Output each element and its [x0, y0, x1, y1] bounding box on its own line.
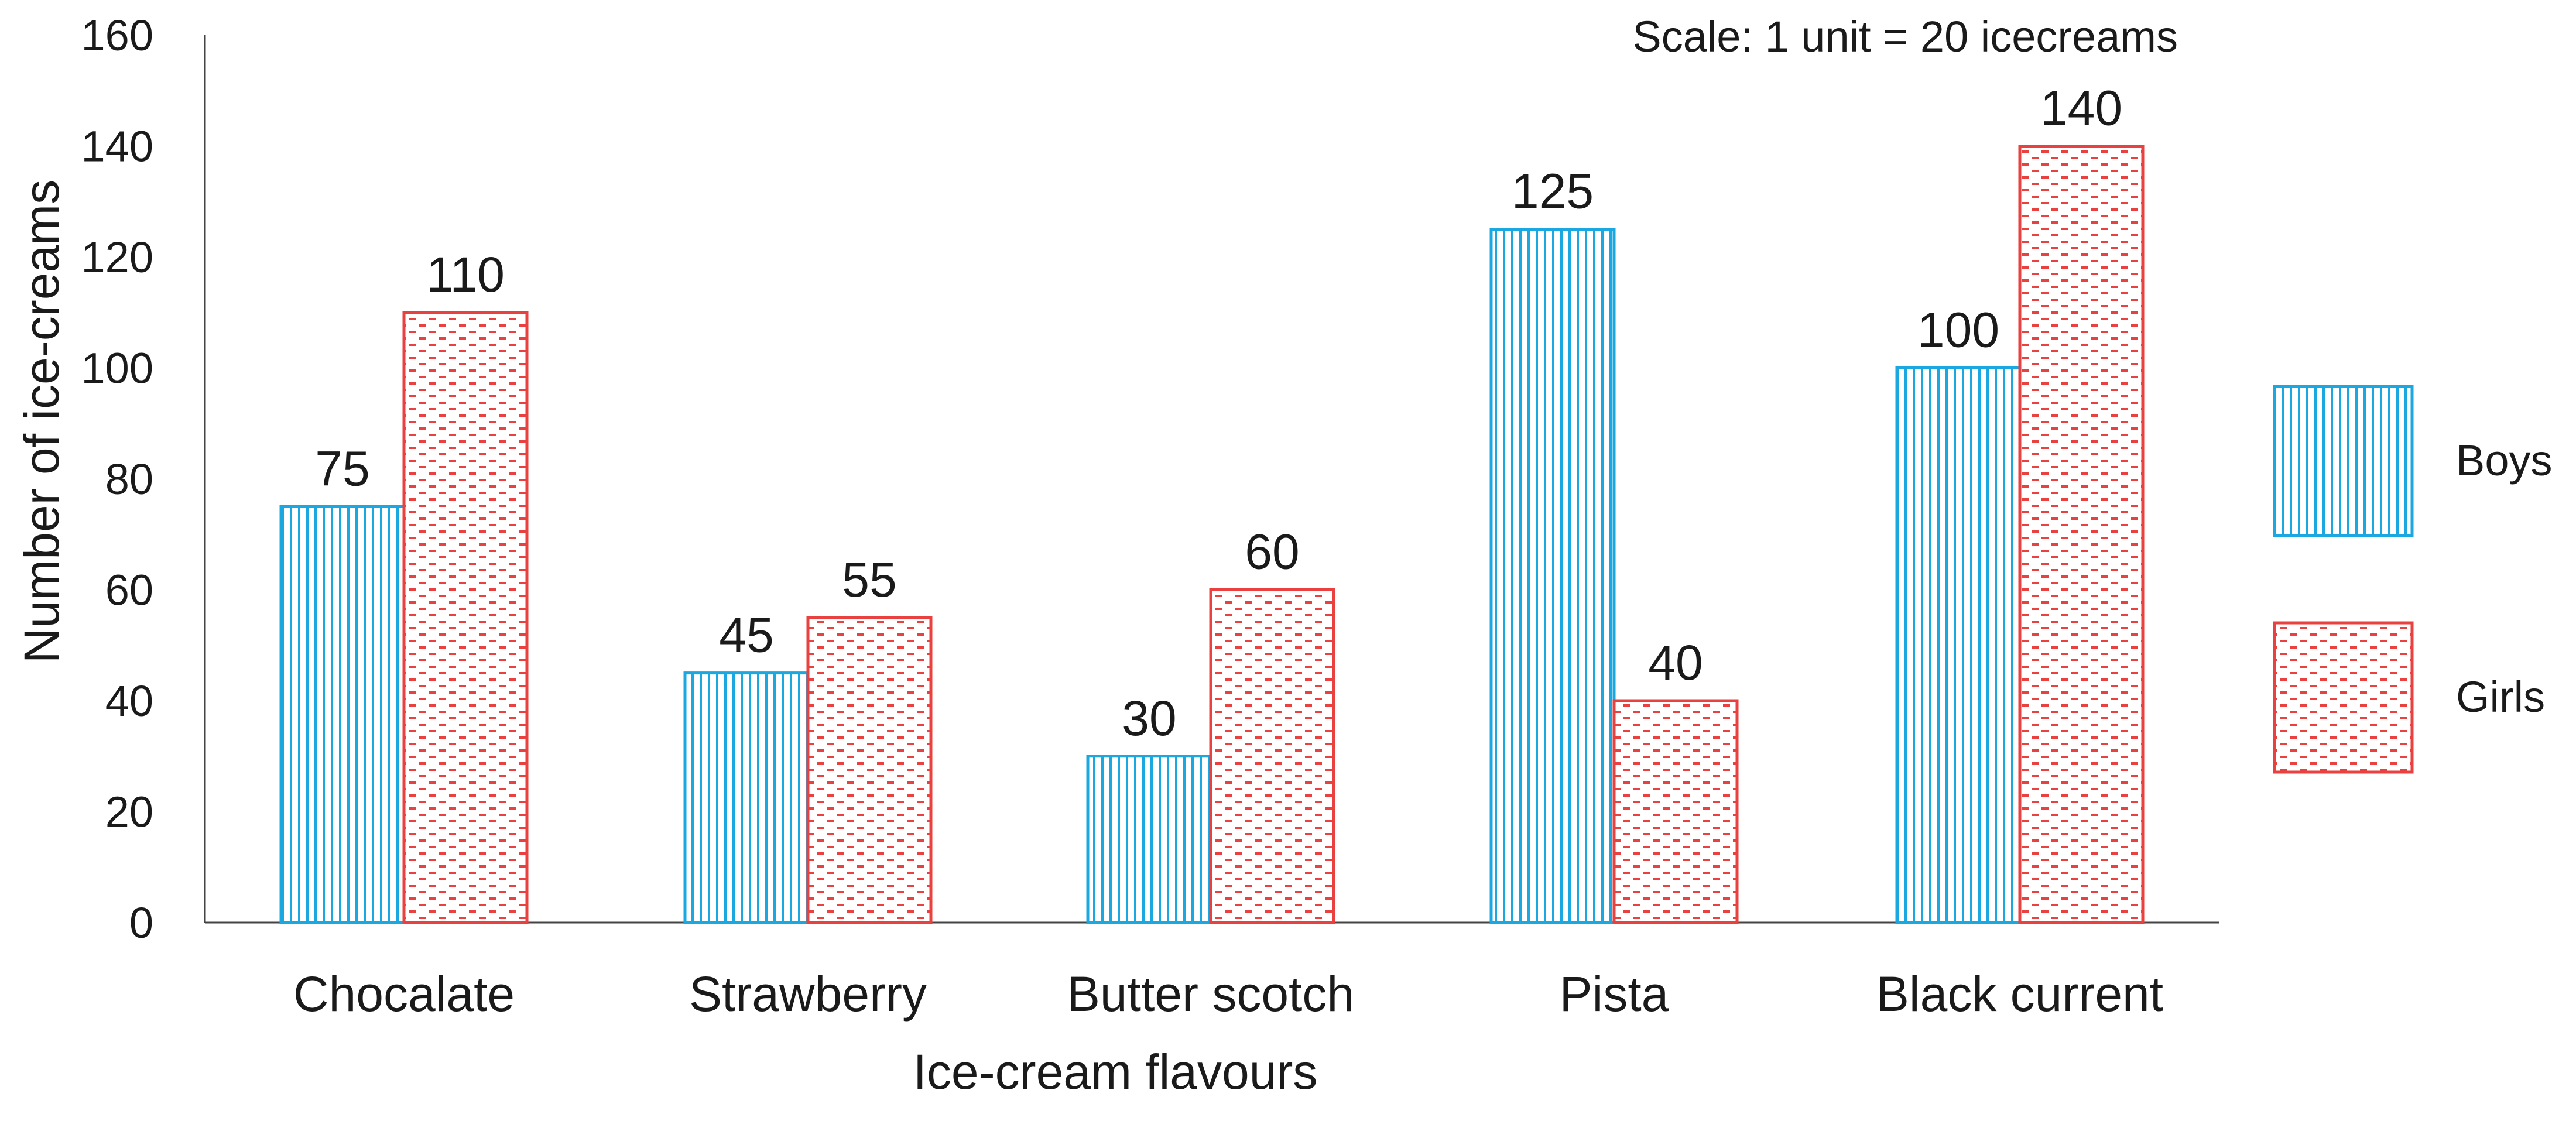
bar-boys	[279, 505, 406, 924]
category-label: Strawberry	[689, 966, 927, 1022]
legend-swatch-boys	[2273, 385, 2414, 537]
data-label: 125	[1512, 164, 1594, 219]
scale-annotation: Scale: 1 unit = 20 icecreams	[1632, 12, 2178, 61]
category-label: Black current	[1876, 966, 2163, 1022]
bar-girls	[806, 616, 933, 924]
category-label: Chocalate	[293, 966, 515, 1022]
data-label: 30	[1122, 691, 1176, 746]
labels: 75 110 Chocalate 45 55 Strawberry 30 60 Butter s…	[293, 81, 2163, 1022]
bars	[279, 145, 2145, 924]
y-tick-label: 100	[81, 344, 153, 393]
data-label: 45	[719, 608, 773, 663]
bar-girls	[1612, 699, 1739, 924]
legend-swatch-girls	[2273, 621, 2414, 774]
legend: Boys Girls	[2273, 385, 2553, 774]
y-tick-label: 60	[105, 566, 153, 615]
y-tick-label: 80	[105, 455, 153, 503]
category-label: Pista	[1560, 966, 1669, 1022]
data-label: 55	[842, 552, 896, 607]
bar-girls	[402, 311, 529, 924]
axes: 0 20 40 60 80 100 120 140 160	[81, 11, 2219, 947]
y-tick-label: 160	[81, 11, 153, 60]
legend-label-boys: Boys	[2456, 436, 2553, 485]
bar-girls	[2018, 145, 2145, 924]
y-axis-title: Number of ice-creams	[14, 180, 69, 663]
bar-girls	[1209, 588, 1335, 924]
x-axis-title: Ice-cream flavours	[913, 1044, 1318, 1099]
y-tick-label: 0	[129, 899, 153, 947]
data-label: 75	[315, 441, 369, 496]
bar-boys	[1086, 755, 1212, 924]
data-label: 60	[1245, 525, 1299, 580]
legend-label-girls: Girls	[2456, 673, 2545, 721]
data-label: 140	[2040, 81, 2122, 136]
y-tick-label: 40	[105, 677, 153, 725]
y-tick-label: 20	[105, 788, 153, 837]
data-label: 110	[426, 247, 505, 302]
y-tick-label: 120	[81, 233, 153, 282]
data-label: 100	[1917, 303, 1999, 358]
y-tick-label: 140	[81, 122, 153, 171]
bar-boys	[1489, 228, 1616, 924]
bar-boys	[683, 671, 810, 924]
data-label: 40	[1648, 635, 1703, 690]
category-label: Butter scotch	[1067, 966, 1354, 1022]
bar-boys	[1895, 366, 2022, 924]
